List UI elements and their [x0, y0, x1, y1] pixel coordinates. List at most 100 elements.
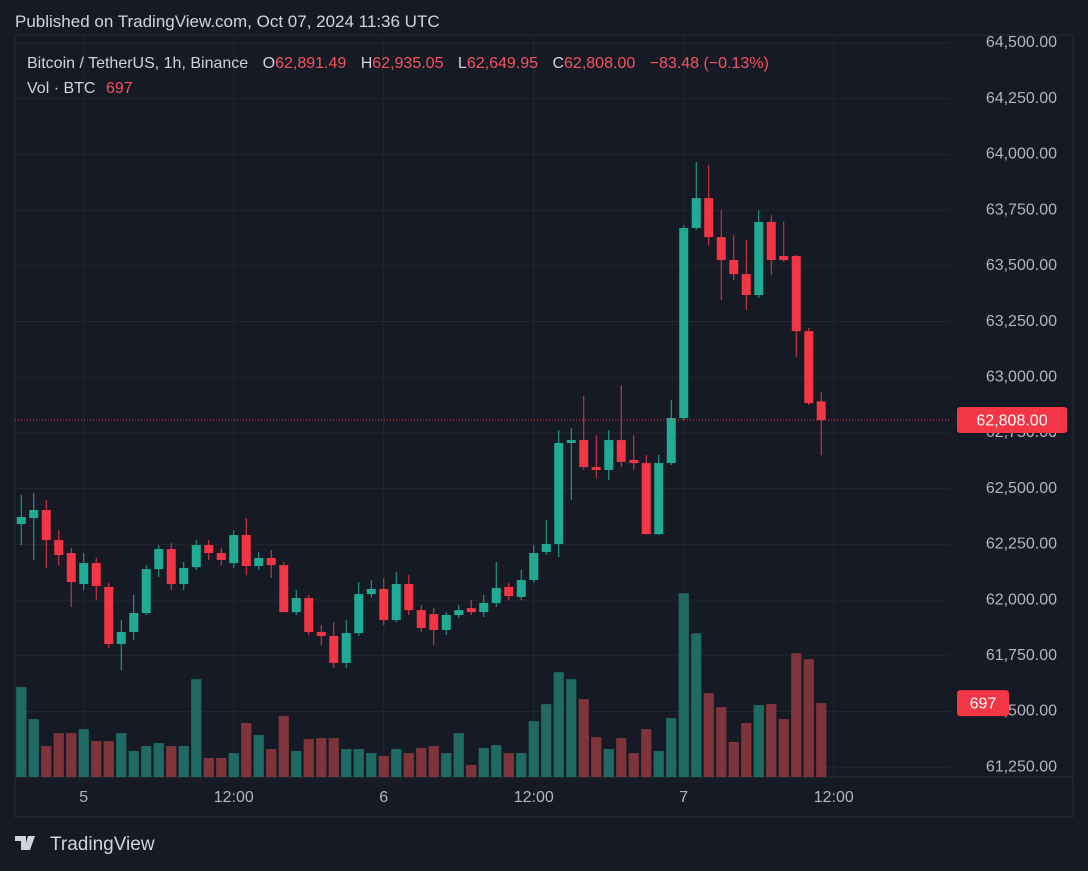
candle-body — [616, 440, 626, 462]
candle-body — [216, 553, 226, 560]
candle-body — [679, 227, 689, 419]
candle-body — [304, 598, 314, 632]
candle-body — [529, 553, 539, 581]
volume-bar — [328, 738, 339, 777]
candle-body — [79, 563, 89, 585]
volume-bar — [78, 729, 89, 777]
candle-body — [129, 613, 139, 632]
y-tick-label: 63,750.00 — [986, 201, 1057, 218]
candle-body — [341, 633, 351, 663]
candle-body — [766, 221, 776, 261]
x-tick-label: 6 — [379, 789, 388, 806]
candle-body — [91, 563, 101, 587]
candle-body — [804, 331, 814, 404]
y-tick-label: 63,250.00 — [986, 313, 1057, 330]
y-tick-label: 62,000.00 — [986, 591, 1057, 608]
volume-bar — [466, 765, 477, 777]
ohlc-key: H — [360, 55, 373, 72]
y-tick-label: 61,750.00 — [986, 647, 1057, 664]
volume-bar — [791, 653, 802, 777]
ohlc-value: 62,891.49 — [275, 55, 347, 72]
volume-bar — [203, 758, 214, 777]
volume-bar — [153, 743, 164, 777]
candle-body — [141, 569, 151, 614]
y-tick-label: 64,500.00 — [986, 34, 1057, 51]
candle-body — [791, 256, 801, 332]
volume-bar — [241, 723, 252, 777]
candle-body — [541, 543, 551, 552]
last-volume-badge — [957, 690, 1009, 717]
candle-body — [166, 549, 176, 585]
volume-bar — [778, 719, 789, 777]
volume-legend: Vol · BTC 697 — [27, 80, 133, 98]
volume-bar — [453, 733, 464, 777]
candle-body — [266, 557, 276, 566]
candle-body — [816, 401, 826, 421]
volume-bar — [503, 753, 514, 777]
volume-bar — [366, 753, 377, 777]
volume-bar — [316, 738, 327, 777]
volume-bar — [603, 749, 614, 777]
candle-body — [329, 635, 339, 663]
ohlc-key: L — [457, 55, 467, 72]
candle-body — [441, 615, 451, 630]
volume-bar — [641, 729, 652, 777]
volume-bar — [628, 753, 639, 777]
volume-bar — [91, 741, 102, 777]
volume-bar — [741, 723, 752, 777]
candle-body — [416, 610, 426, 628]
volume-bar — [253, 735, 264, 777]
candle-body — [291, 598, 301, 613]
ohlc-value: 62,935.05 — [372, 55, 444, 72]
x-tick-label: 12:00 — [814, 789, 854, 806]
candle-body — [566, 440, 576, 443]
candle-body — [666, 418, 676, 464]
candle-body — [29, 510, 39, 519]
candle-body — [316, 631, 326, 636]
volume-bar — [541, 704, 552, 777]
candle-body — [204, 545, 214, 554]
candle-body — [654, 463, 664, 535]
volume-bar — [141, 746, 152, 777]
candle-body — [354, 594, 364, 634]
candle-body — [641, 463, 651, 535]
volume-bar — [66, 733, 77, 777]
candle-body — [704, 198, 714, 238]
candle-body — [104, 586, 114, 644]
candle-body — [591, 467, 601, 470]
y-tick-label: 64,250.00 — [986, 90, 1057, 107]
candle-body — [741, 274, 751, 296]
y-tick-label: 63,000.00 — [986, 368, 1057, 385]
volume-value: 697 — [105, 80, 133, 97]
candle-body — [716, 237, 726, 261]
candle-body — [754, 221, 764, 296]
volume-bar — [116, 733, 127, 777]
volume-bar — [128, 751, 139, 777]
y-tick-label: 61,250.00 — [986, 758, 1057, 775]
volume-bar — [191, 679, 202, 777]
volume-bar — [378, 756, 389, 777]
volume-bar — [678, 593, 689, 777]
candle-body — [254, 557, 264, 566]
volume-bar — [766, 704, 777, 777]
volume-bar — [266, 749, 277, 777]
candle-body — [429, 614, 439, 630]
symbol-legend: Bitcoin / TetherUS, 1h, Binance O62,891.… — [27, 55, 769, 73]
volume-bar — [616, 738, 627, 777]
volume-bar — [703, 693, 714, 777]
candle-body — [579, 440, 589, 468]
candle-body — [366, 588, 376, 595]
volume-bar — [16, 687, 27, 777]
candle-body — [466, 608, 476, 613]
y-tick-label: 62,500.00 — [986, 480, 1057, 497]
chart-pane — [14, 34, 1074, 818]
volume-bar — [278, 716, 289, 777]
volume-bar — [716, 707, 727, 777]
candle-body — [16, 516, 26, 525]
ohlc-value: 62,649.95 — [466, 55, 539, 72]
volume-bar — [516, 753, 527, 777]
candle-body — [41, 510, 51, 540]
candle-body — [504, 586, 514, 597]
candle-body — [154, 549, 164, 570]
